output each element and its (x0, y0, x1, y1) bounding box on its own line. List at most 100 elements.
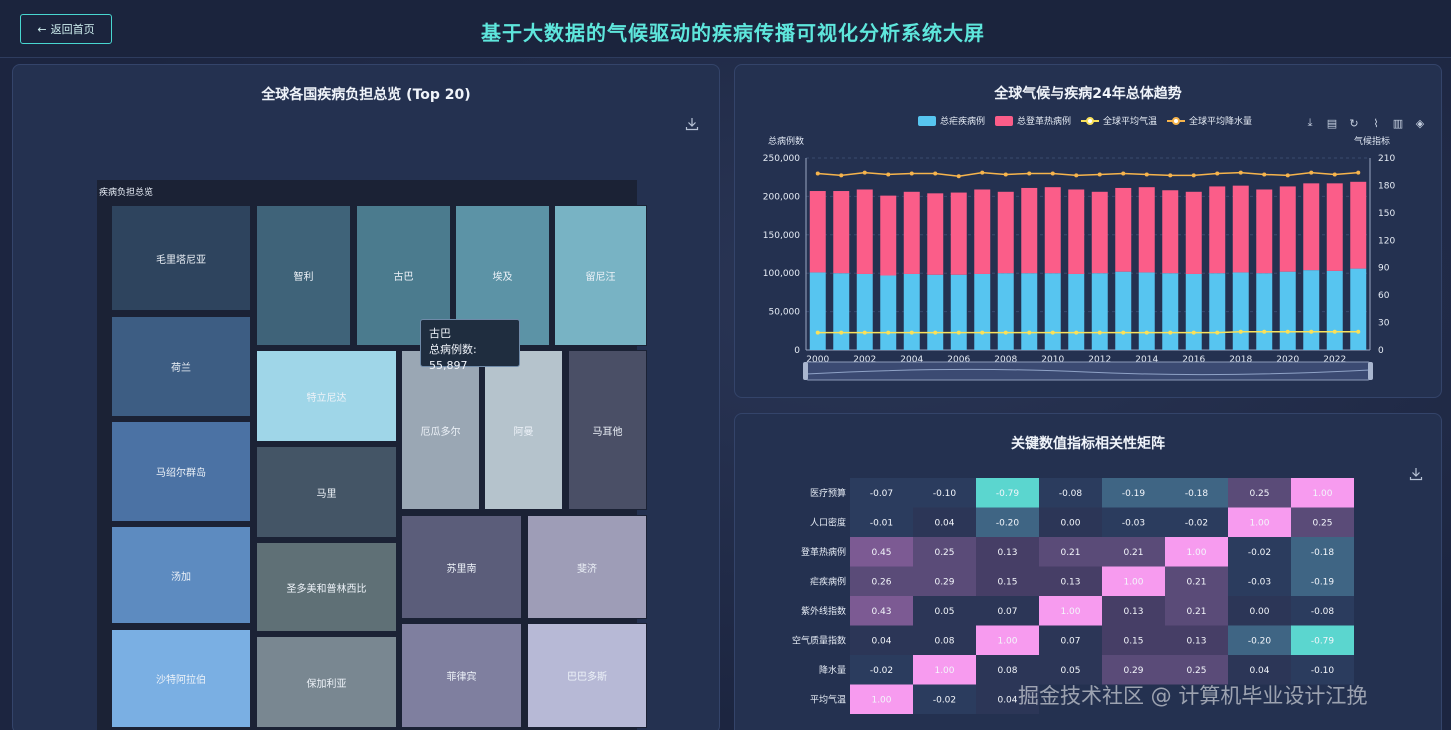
heatmap-cell[interactable] (1228, 596, 1291, 626)
y-tick-label: 200,000 (763, 192, 800, 202)
heatmap-cell[interactable] (1165, 625, 1228, 656)
treemap-cell[interactable]: 巴巴多斯 (527, 623, 647, 728)
treemap-cell[interactable]: 毛里塔尼亚 (111, 205, 251, 311)
heatmap-cell[interactable] (1165, 655, 1228, 685)
heatmap-row-label: 登革热病例 (801, 546, 846, 558)
heatmap-cell[interactable] (1291, 596, 1354, 626)
treemap-cell[interactable]: 智利 (256, 205, 351, 346)
treemap-cell[interactable]: 菲律宾 (401, 623, 522, 728)
y2-tick-label: 150 (1378, 209, 1395, 219)
heatmap-cell[interactable] (850, 625, 913, 656)
heatmap-cell[interactable] (1102, 596, 1165, 626)
bar-chart-icon[interactable]: ▥ (1392, 116, 1404, 130)
treemap-cell[interactable]: 马绍尔群岛 (111, 421, 251, 522)
heatmap-cell[interactable] (1165, 478, 1228, 508)
heatmap-cell[interactable] (1039, 507, 1102, 538)
heatmap-cell[interactable] (1102, 507, 1165, 538)
heatmap-cell[interactable] (850, 537, 913, 567)
heatmap-cell[interactable] (976, 507, 1039, 538)
heatmap-cell[interactable] (976, 655, 1039, 685)
legend-item-malaria[interactable]: 总疟疾病例 (940, 117, 986, 127)
heatmap-cell[interactable] (850, 566, 913, 597)
treemap-cell[interactable]: 荷兰 (111, 316, 251, 417)
heatmap-cell[interactable] (913, 566, 976, 597)
heatmap-cell[interactable] (1291, 655, 1354, 685)
heatmap-cell[interactable] (1039, 655, 1102, 685)
heatmap-cell[interactable] (850, 507, 913, 538)
heatmap-cell[interactable] (1165, 596, 1228, 626)
treemap-cell[interactable]: 阿曼 (484, 350, 563, 510)
back-home-button[interactable]: ← 返回首页 (20, 14, 112, 44)
treemap-cell[interactable]: 汤加 (111, 526, 251, 624)
heatmap-cell[interactable] (850, 655, 913, 685)
slider-handle-left[interactable] (803, 362, 808, 380)
heatmap-cell[interactable] (976, 625, 1039, 656)
heatmap-cell[interactable] (1228, 625, 1291, 656)
heatmap-cell[interactable] (976, 596, 1039, 626)
treemap-cell[interactable]: 留尼汪 (554, 205, 647, 346)
heatmap-cell[interactable] (1291, 537, 1354, 567)
slider-handle-right[interactable] (1368, 362, 1373, 380)
malaria-bar (856, 273, 873, 350)
heatmap-cell[interactable] (1102, 625, 1165, 656)
heatmap-cell[interactable] (850, 684, 913, 715)
heatmap-cell[interactable] (1039, 625, 1102, 656)
heatmap-cell[interactable] (913, 625, 976, 656)
heatmap-cell[interactable] (1228, 537, 1291, 567)
download-icon[interactable] (1409, 467, 1423, 481)
download-icon[interactable]: ⤓ (1307, 116, 1313, 129)
heatmap-cell[interactable] (1291, 478, 1354, 508)
heatmap-cell[interactable] (1165, 566, 1228, 597)
heatmap-cell[interactable] (1039, 596, 1102, 626)
heatmap-cell[interactable] (913, 478, 976, 508)
treemap-cell[interactable]: 苏里南 (401, 515, 522, 619)
heatmap-cell[interactable] (976, 566, 1039, 597)
heatmap-cell[interactable] (1102, 537, 1165, 567)
heatmap-cell[interactable] (1102, 566, 1165, 597)
legend-item-temp[interactable]: 全球平均气温 (1103, 117, 1158, 127)
heatmap-cell[interactable] (1039, 566, 1102, 597)
data-view-icon[interactable]: ▤ (1326, 116, 1338, 130)
treemap-cell[interactable]: 圣多美和普林西比 (256, 542, 397, 632)
download-icon[interactable] (685, 117, 699, 131)
heatmap-cell[interactable] (1102, 478, 1165, 508)
legend-item-precip[interactable]: 全球平均降水量 (1189, 117, 1253, 127)
stack-icon[interactable]: ◈ (1415, 116, 1425, 130)
heatmap-cell[interactable] (1228, 507, 1291, 538)
heatmap-cell[interactable] (1039, 478, 1102, 508)
treemap-cell[interactable]: 马耳他 (568, 350, 647, 510)
heatmap-cell[interactable] (913, 537, 976, 567)
heatmap-cell[interactable] (1228, 478, 1291, 508)
heatmap-cell[interactable] (913, 507, 976, 538)
treemap-cell[interactable]: 沙特阿拉伯 (111, 629, 251, 728)
heatmap-cell[interactable] (913, 596, 976, 626)
heatmap-cell[interactable] (976, 684, 1039, 715)
heatmap-cell[interactable] (1228, 655, 1291, 685)
heatmap-cell[interactable] (1102, 655, 1165, 685)
heatmap-cell[interactable] (913, 684, 976, 715)
treemap-cell[interactable]: 马里 (256, 446, 397, 538)
heatmap-cell[interactable] (1291, 625, 1354, 656)
heatmap-cell[interactable] (913, 655, 976, 685)
heatmap-cell[interactable] (1165, 507, 1228, 538)
heatmap-cell[interactable] (1039, 537, 1102, 567)
legend-item-dengue[interactable]: 总登革热病例 (1017, 117, 1072, 127)
heatmap-cell[interactable] (976, 478, 1039, 508)
heatmap-cell[interactable] (1165, 537, 1228, 567)
heatmap-cell-value: 0.29 (934, 577, 954, 587)
heatmap-cell[interactable] (850, 596, 913, 626)
x-tick-label: 2018 (1229, 355, 1252, 365)
heatmap-title: 关键数值指标相关性矩阵 (1011, 436, 1165, 452)
refresh-icon[interactable]: ↻ (1349, 116, 1359, 130)
heatmap-cell[interactable] (1291, 566, 1354, 597)
treemap-cell[interactable]: 特立尼达 (256, 350, 397, 442)
treemap-cell[interactable]: 保加利亚 (256, 636, 397, 728)
treemap-cell[interactable]: 厄瓜多尔 (401, 350, 480, 510)
line-chart-icon[interactable]: ⌇ (1373, 116, 1379, 130)
heatmap-cell[interactable] (1291, 507, 1354, 538)
treemap-cell[interactable]: 斐济 (527, 515, 647, 619)
heatmap-cell[interactable] (850, 478, 913, 508)
heatmap-cell[interactable] (1228, 566, 1291, 597)
temp-point (1285, 329, 1290, 334)
heatmap-cell[interactable] (976, 537, 1039, 567)
